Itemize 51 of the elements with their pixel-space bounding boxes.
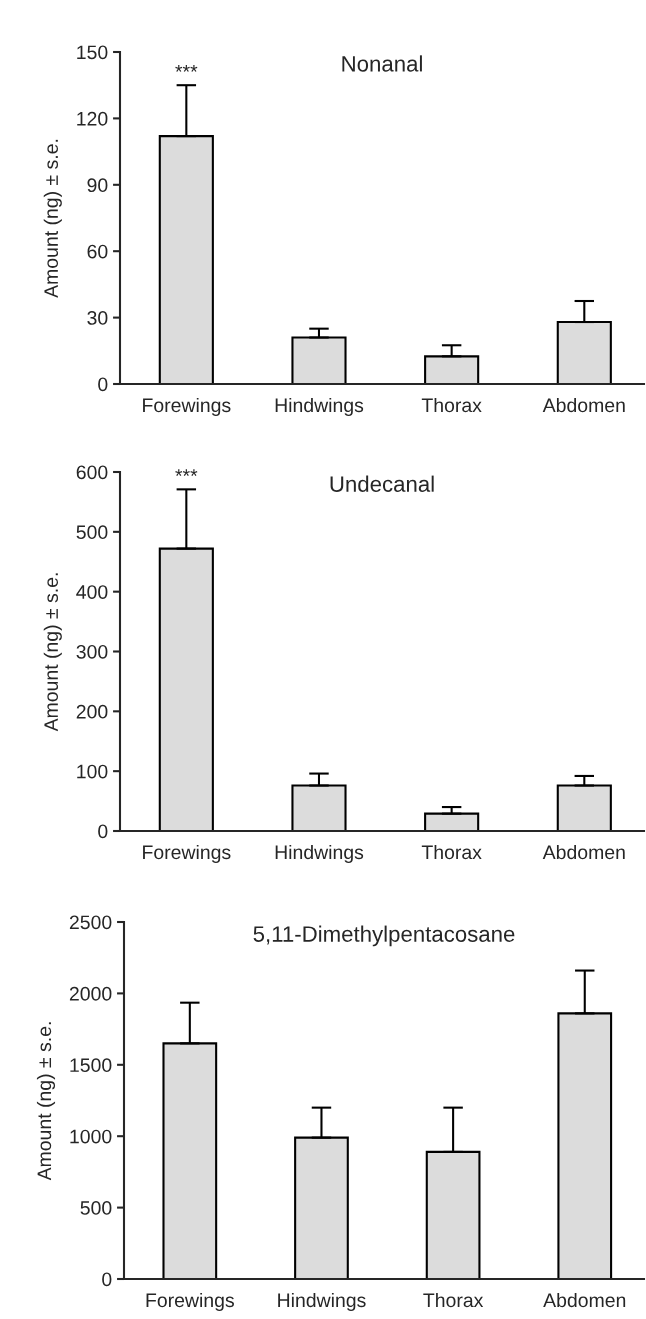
y-tick-label: 2000 [69, 986, 112, 1001]
x-tick-label: Forewings [146, 1292, 234, 1312]
y-tick-label: 90 [87, 178, 108, 193]
y-axis-title: Amount (ng) ± s.e. [43, 573, 62, 732]
y-axis-title: Amount (ng) ± s.e. [43, 139, 62, 298]
x-tick-label: Abdomen [542, 397, 625, 413]
y-tick-label: 2500 [69, 915, 112, 930]
x-tick-label: Abdomen [542, 844, 625, 860]
y-tick-label: 120 [77, 111, 108, 126]
chart-title: Nonanal [342, 55, 422, 72]
y-tick-label: 400 [76, 585, 108, 599]
y-tick-label: 60 [87, 244, 108, 259]
y-tick-label: 600 [76, 465, 108, 480]
bar [291, 336, 347, 384]
x-tick-label: Forewings [143, 397, 231, 417]
x-tick-label: Abdomen [543, 1292, 626, 1308]
y-tick-label: 200 [76, 704, 108, 719]
y-tick-label: 150 [77, 45, 108, 60]
y-tick-label: 1500 [70, 1058, 112, 1073]
x-tick-label: Hindwings [275, 397, 364, 417]
bar [158, 547, 214, 831]
y-tick-label: 500 [76, 525, 108, 540]
bar [424, 355, 480, 384]
bar [424, 812, 480, 831]
x-tick-label: Forewings [143, 844, 231, 864]
y-tick-label: 100 [77, 764, 108, 779]
bar [294, 1136, 349, 1279]
bar [556, 320, 612, 384]
y-tick-label: 0 [102, 1272, 112, 1287]
y-tick-label: 30 [87, 311, 108, 325]
annotation: *** [175, 469, 198, 476]
x-tick-label: Thorax [421, 844, 482, 860]
bar [556, 784, 612, 831]
bar [158, 135, 214, 384]
bar [291, 784, 347, 831]
bar [557, 1012, 613, 1279]
x-tick-label: Thorax [423, 1292, 484, 1308]
y-axis-title: Amount (ng) ± s.e. [36, 1022, 56, 1181]
x-tick-label: Thorax [421, 397, 482, 413]
x-tick-label: Hindwings [278, 1292, 366, 1312]
y-tick-label: 0 [98, 377, 108, 392]
chart-title: 5,11-Dimethylpentacosane [253, 925, 515, 947]
y-tick-label: 500 [80, 1201, 112, 1215]
y-tick-label: 300 [76, 644, 108, 659]
bar [162, 1042, 218, 1279]
y-tick-label: 1000 [70, 1129, 112, 1144]
annotation: *** [175, 65, 198, 72]
x-tick-label: Hindwings [275, 844, 364, 864]
chart-title: Undecanal [330, 475, 434, 492]
y-tick-label: 0 [98, 824, 108, 839]
bar [425, 1150, 481, 1279]
